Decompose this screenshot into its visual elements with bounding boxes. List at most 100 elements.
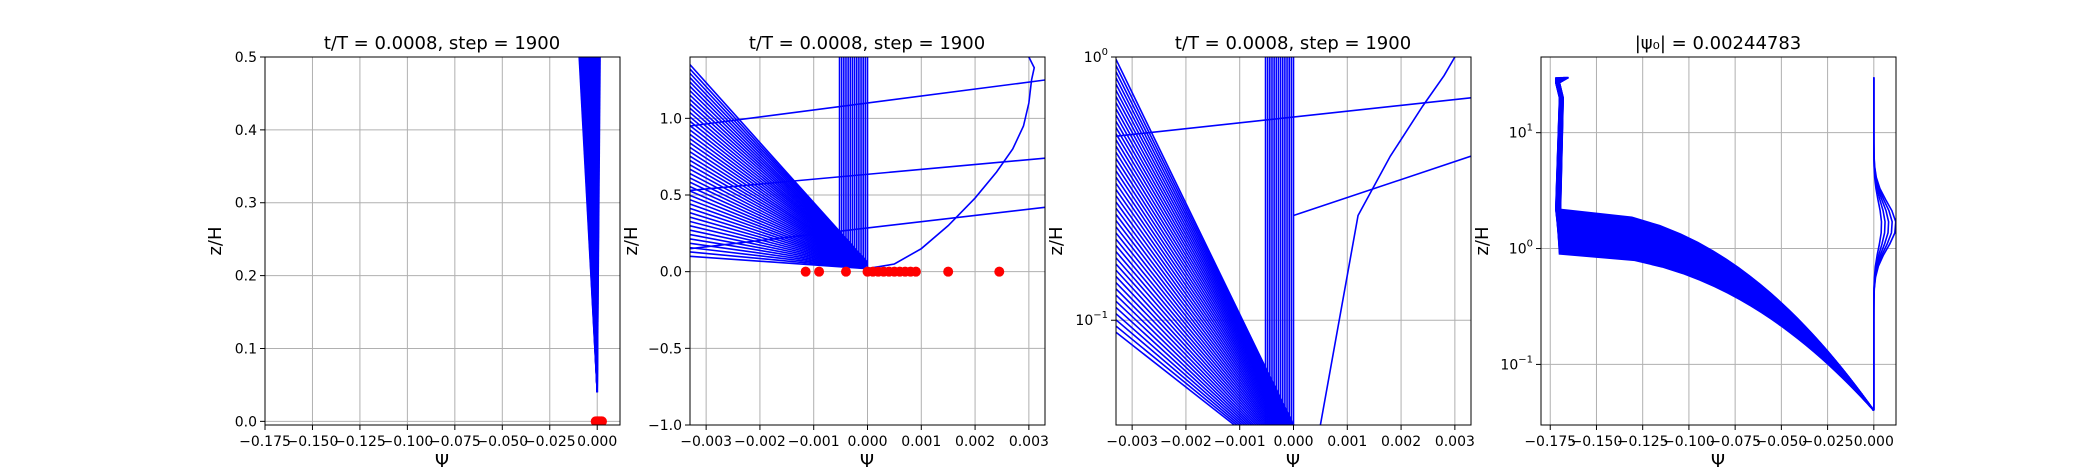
profile-line — [1116, 164, 1286, 425]
profile-line — [1116, 282, 1255, 425]
y-tick-label: 0.0 — [660, 265, 682, 281]
profile-line — [1116, 114, 1292, 425]
x-tick-label: −0.050 — [476, 434, 528, 450]
profile-line — [690, 220, 867, 269]
profile-line — [1116, 207, 1277, 425]
profile-line — [690, 157, 1045, 192]
y-tick-label: 1.0 — [660, 111, 682, 127]
data-point — [943, 266, 954, 277]
y-tick-exponent: 0 — [1102, 47, 1108, 58]
x-tick-label: −0.175 — [239, 434, 291, 450]
profile-line — [1116, 189, 1281, 425]
data-point — [840, 266, 851, 277]
y-axis-label-3: z/H — [1046, 226, 1067, 255]
profile-line — [690, 64, 869, 264]
profile-line — [690, 238, 867, 269]
profile-line — [1116, 158, 1287, 425]
x-tick-label: −0.150 — [1571, 434, 1623, 450]
x-tick-label: 0.002 — [1381, 434, 1421, 450]
subplot-2: −0.003 −0.002 −0.001 0.000 0.001 0.002 0.003 −1… — [621, 33, 1049, 472]
x-axis-label-3: Ψ — [1286, 451, 1300, 472]
profile-line — [1116, 170, 1285, 425]
profile-line — [690, 251, 866, 270]
data-point — [910, 266, 921, 277]
profile-line — [1873, 77, 1883, 411]
profile-line — [1116, 220, 1274, 425]
y-tick-base: 10 — [1500, 357, 1518, 373]
profile-line — [1116, 300, 1248, 425]
axes-frame-4 — [1540, 56, 1897, 426]
chart-title-3: t/T = 0.0008, step = 1900 — [1175, 33, 1411, 54]
x-tick-label: −0.001 — [788, 434, 840, 450]
profile-line — [596, 57, 601, 393]
profile-line — [1116, 182, 1282, 425]
profile-line — [1116, 269, 1259, 425]
profile-line — [1116, 127, 1291, 425]
y-tick-label: −0.5 — [648, 341, 682, 357]
profile-line — [1116, 288, 1253, 425]
x-tick-label: 0.000 — [1273, 434, 1313, 450]
y-tick-label: 10−1 — [1075, 310, 1108, 329]
y-tick-exponent: −1 — [1518, 354, 1533, 365]
profile-line — [1319, 57, 1456, 425]
profile-line — [1116, 96, 1471, 138]
x-tick-label: 0.002 — [955, 434, 995, 450]
profile-line — [1116, 257, 1263, 425]
x-axis-label-2: Ψ — [860, 451, 874, 472]
profile-line — [1116, 195, 1280, 425]
profile-line — [1116, 275, 1257, 425]
y-tick-exponent: 1 — [1527, 123, 1533, 134]
x-tick-label: −0.025 — [524, 434, 576, 450]
profile-line — [1116, 145, 1289, 425]
profile-line — [690, 216, 867, 269]
y-tick-label: 0.2 — [235, 269, 257, 285]
profile-line — [1116, 319, 1241, 425]
x-tick-label: −0.002 — [1160, 434, 1212, 450]
ticks-3: −0.003 −0.002 −0.001 0.000 0.001 0.002 0.003 10… — [1075, 47, 1474, 450]
y-tick-label: 0.4 — [235, 123, 257, 139]
x-tick-label: −0.003 — [1106, 434, 1158, 450]
y-axis-label-1: z/H — [205, 226, 226, 255]
profile-line — [1116, 306, 1246, 425]
profile-line — [1116, 244, 1267, 425]
x-tick-label: 0.000 — [847, 434, 887, 450]
y-axis-label-4: z/H — [1472, 226, 1493, 255]
x-tick-label: −0.025 — [1802, 434, 1854, 450]
y-axis-label-2: z/H — [621, 226, 642, 255]
profile-line — [1116, 226, 1272, 425]
chart-title-2: t/T = 0.0008, step = 1900 — [749, 33, 985, 54]
profile-line — [1116, 108, 1293, 425]
y-tick-label: 100 — [1509, 239, 1533, 258]
x-tick-label: −0.001 — [1214, 434, 1266, 450]
x-tick-label: 0.003 — [1009, 434, 1049, 450]
x-tick-label: −0.100 — [381, 434, 433, 450]
y-tick-base: 10 — [1509, 242, 1527, 258]
profile-line — [1116, 232, 1271, 425]
y-tick-label: 0.5 — [235, 50, 257, 66]
subplot-4: −0.175−0.150−0.125−0.100−0.075−0.050−0.0… — [1472, 33, 1897, 472]
x-tick-label: −0.125 — [1617, 434, 1669, 450]
y-tick-base: 10 — [1075, 313, 1093, 329]
profile-line — [1116, 201, 1278, 425]
profile-line — [1116, 139, 1290, 425]
plot-area-2 — [690, 57, 1045, 277]
profile-line — [690, 246, 867, 270]
profile-line — [690, 229, 867, 269]
profile-line — [1293, 155, 1471, 217]
plot-area-4 — [1554, 76, 1896, 412]
plot-area-3 — [1116, 57, 1471, 425]
profile-line — [1116, 313, 1243, 425]
y-tick-base: 10 — [1084, 50, 1102, 66]
profile-line — [1116, 331, 1235, 425]
x-tick-label: −0.003 — [680, 434, 732, 450]
ticks-1: −0.175−0.150−0.125−0.100−0.075−0.050−0.0… — [235, 50, 618, 450]
x-tick-label: 0.001 — [901, 434, 941, 450]
y-tick-base: 10 — [1509, 126, 1527, 142]
x-tick-label: −0.002 — [734, 434, 786, 450]
profile-line — [1558, 76, 1875, 412]
grid-1 — [264, 56, 620, 425]
x-tick-label: −0.100 — [1663, 434, 1715, 450]
x-tick-label: 0.001 — [1327, 434, 1367, 450]
chart-title-1: t/T = 0.0008, step = 1900 — [324, 33, 560, 54]
profile-line — [1116, 120, 1292, 425]
